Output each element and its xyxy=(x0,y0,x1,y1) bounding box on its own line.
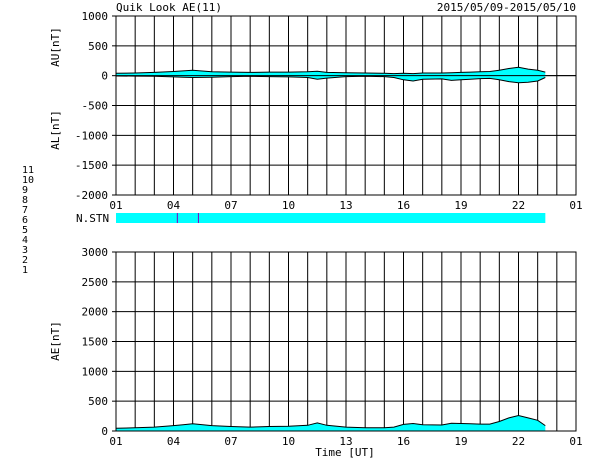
station-drop-markers xyxy=(176,213,199,223)
station-count-label: N.STN xyxy=(76,212,109,225)
x-tick-label: 07 xyxy=(224,199,237,212)
x-tick-label: 22 xyxy=(512,435,525,448)
ae-grid xyxy=(116,251,576,432)
ae-axis-label: AE[nT] xyxy=(49,321,62,361)
station-legend-item: 2 xyxy=(22,255,28,266)
x-tick-label: 19 xyxy=(454,435,467,448)
station-legend-item: 11 xyxy=(22,165,34,176)
x-tick-label: 04 xyxy=(167,435,181,448)
al-axis-label: AL[nT] xyxy=(49,110,62,150)
ae-panel: 3000 2500 2000 1500 1000 500 0 01 04 07 10 13 16 19 2… xyxy=(49,246,583,459)
y-tick-label: 500 xyxy=(88,395,108,408)
au-axis-label: AU[nT] xyxy=(49,27,62,67)
x-tick-label: 10 xyxy=(282,199,295,212)
y-tick-label: -1000 xyxy=(75,129,108,142)
x-tick-label: 07 xyxy=(224,435,237,448)
station-legend-item: 6 xyxy=(22,215,28,226)
al-fill-area xyxy=(116,75,546,83)
station-legend-item: 3 xyxy=(22,245,28,256)
y-tick-label: 1000 xyxy=(82,10,109,23)
station-legend-item: 8 xyxy=(22,195,28,206)
x-tick-label: 04 xyxy=(167,199,181,212)
x-tick-label: 01 xyxy=(109,435,122,448)
x-tick-label: 16 xyxy=(397,435,410,448)
y-tick-label: 1500 xyxy=(82,336,109,349)
x-tick-label: 19 xyxy=(454,199,467,212)
station-legend-item: 10 xyxy=(22,175,34,186)
station-legend-item: 5 xyxy=(22,225,28,236)
x-tick-label: 01 xyxy=(109,199,122,212)
y-tick-label: 500 xyxy=(88,40,108,53)
date-range: 2015/05/09-2015/05/10 xyxy=(437,1,576,14)
au-fill-area xyxy=(116,67,546,76)
station-legend-item: 1 xyxy=(22,265,28,276)
y-tick-label: 3000 xyxy=(82,246,109,259)
au-trace-line xyxy=(115,66,546,75)
y-tick-label: 1000 xyxy=(82,365,109,378)
ae-fill-area xyxy=(116,415,546,431)
x-tick-label: 13 xyxy=(339,199,352,212)
y-tick-label: -1500 xyxy=(75,159,108,172)
au-al-grid xyxy=(116,15,576,196)
y-tick-label: -2000 xyxy=(75,189,108,202)
station-legend-item: 9 xyxy=(22,185,28,196)
x-tick-label: 16 xyxy=(397,199,410,212)
au-al-y-ticks: 1000 500 0 -500 -1000 -1500 -2000 xyxy=(75,10,116,202)
x-tick-label: 01 xyxy=(569,435,582,448)
x-tick-label: 22 xyxy=(512,199,525,212)
time-axis-label: Time [UT] xyxy=(315,446,375,459)
station-legend-item: 4 xyxy=(22,235,28,246)
au-al-panel: 1000 500 0 -500 -1000 -1500 -2000 01 04 07 10 13 16… xyxy=(49,10,583,212)
y-tick-label: -500 xyxy=(82,100,109,113)
x-tick-label: 01 xyxy=(569,199,582,212)
y-tick-label: 2000 xyxy=(82,306,109,319)
y-tick-label: 0 xyxy=(101,425,108,438)
ae-y-ticks: 3000 2500 2000 1500 1000 500 0 xyxy=(82,246,116,438)
y-tick-label: 0 xyxy=(101,70,108,83)
figure-title: Quik Look AE(11) xyxy=(116,1,222,14)
x-tick-label: 10 xyxy=(282,435,295,448)
al-trace-line xyxy=(115,75,546,84)
station-legend-item: 7 xyxy=(22,205,28,216)
ae-trace-line xyxy=(115,414,546,429)
ae-x-ticks: 01 04 07 10 13 16 19 22 01 xyxy=(109,435,582,448)
x-tick-label: 13 xyxy=(339,435,352,448)
station-count-bar: N.STN xyxy=(76,212,546,225)
y-tick-label: 2500 xyxy=(82,276,109,289)
au-al-x-ticks: 01 04 07 10 13 16 19 22 01 xyxy=(109,199,582,212)
station-count-fill xyxy=(116,213,546,223)
